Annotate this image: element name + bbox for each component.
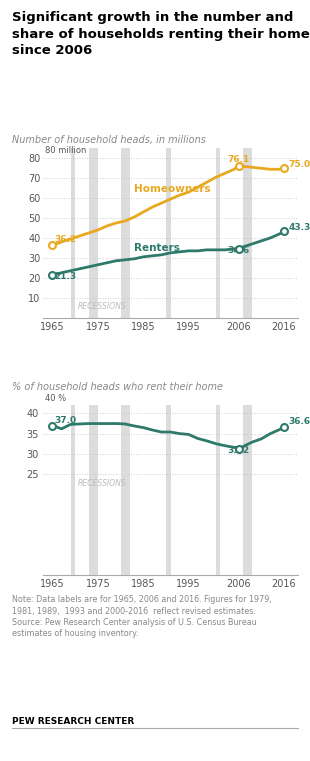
Text: RECESSIONS: RECESSIONS (78, 301, 126, 310)
Text: PEW RESEARCH CENTER: PEW RESEARCH CENTER (12, 717, 135, 726)
Bar (243, 148, 252, 317)
Text: Number of household heads, in millions: Number of household heads, in millions (12, 135, 206, 145)
Text: 31.2: 31.2 (228, 447, 250, 455)
Text: % of household heads who rent their home: % of household heads who rent their home (12, 382, 224, 392)
Bar (121, 406, 130, 575)
Text: 40 %: 40 % (45, 394, 66, 403)
Bar (243, 406, 252, 575)
Text: Significant growth in the number and
share of households renting their home
sinc: Significant growth in the number and sha… (12, 11, 310, 57)
Text: Note: Data labels are for 1965, 2006 and 2016. Figures for 1979,
1981, 1989,  19: Note: Data labels are for 1965, 2006 and… (12, 595, 272, 638)
Bar (89, 406, 98, 575)
Text: 21.3: 21.3 (55, 272, 77, 281)
Text: 76.1: 76.1 (228, 155, 250, 164)
Text: 34.6: 34.6 (228, 246, 250, 255)
Text: 37.0: 37.0 (55, 416, 77, 425)
Text: Renters: Renters (134, 243, 180, 253)
Bar (71, 148, 75, 317)
Text: 36.2: 36.2 (55, 235, 77, 244)
Bar (89, 148, 98, 317)
Text: 43.3: 43.3 (289, 223, 310, 232)
Bar (216, 406, 219, 575)
Bar (121, 148, 130, 317)
Text: 36.6: 36.6 (289, 417, 310, 426)
Bar (166, 148, 171, 317)
Bar (216, 148, 219, 317)
Bar (71, 406, 75, 575)
Text: 75.0: 75.0 (289, 160, 310, 169)
Text: Homeowners: Homeowners (134, 184, 211, 194)
Text: 80 million: 80 million (45, 146, 86, 155)
Text: RECESSIONS: RECESSIONS (78, 479, 126, 488)
Bar (166, 406, 171, 575)
